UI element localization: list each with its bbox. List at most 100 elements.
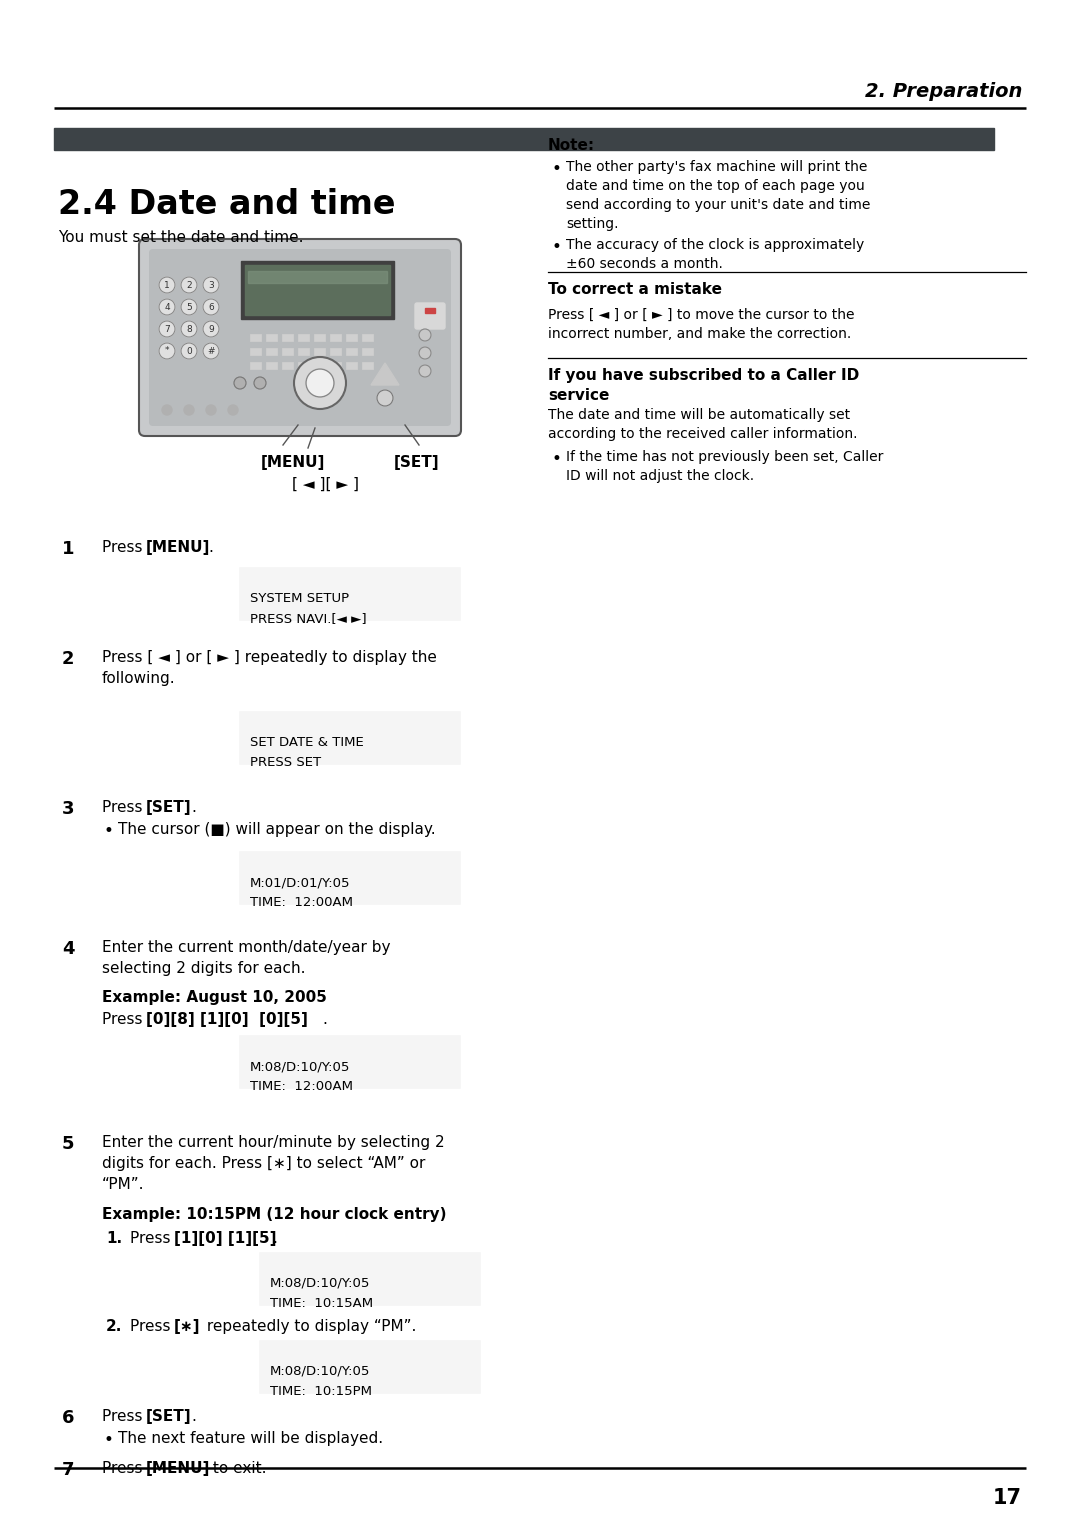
Circle shape [162,405,172,416]
Circle shape [234,377,246,390]
Text: .: . [191,1409,195,1424]
Text: TIME:  12:00AM: TIME: 12:00AM [249,1080,353,1093]
Circle shape [159,321,175,338]
Text: 3: 3 [208,281,214,289]
Text: •: • [552,238,562,257]
Circle shape [203,321,219,338]
Bar [346,348,357,354]
Text: •: • [104,1432,113,1449]
Text: The cursor (■) will appear on the display.: The cursor (■) will appear on the displa… [118,822,435,837]
Text: 5: 5 [186,303,192,312]
Text: repeatedly to display “PM”.: repeatedly to display “PM”. [202,1319,417,1334]
Bar [266,335,276,341]
Text: SET DATE & TIME: SET DATE & TIME [249,736,364,749]
Text: 17: 17 [993,1488,1022,1508]
Text: Enter the current hour/minute by selecting 2
digits for each. Press [∗] to selec: Enter the current hour/minute by selecti… [102,1135,445,1192]
Circle shape [254,377,266,390]
Text: [MENU]: [MENU] [260,455,325,471]
Text: 1: 1 [62,539,75,558]
Text: [1][0] [1][5]: [1][0] [1][5] [174,1232,276,1245]
Text: •: • [552,160,562,177]
Bar [240,712,460,764]
Circle shape [306,368,334,397]
Text: Example: August 10, 2005: Example: August 10, 2005 [102,990,327,1005]
Text: [ ◄ ][ ► ]: [ ◄ ][ ► ] [292,477,359,492]
FancyBboxPatch shape [149,249,451,426]
FancyBboxPatch shape [415,303,445,329]
Circle shape [181,299,197,315]
Circle shape [419,329,431,341]
Text: M:01/D:01/Y:05: M:01/D:01/Y:05 [249,876,351,889]
Bar [362,335,373,341]
Text: 9: 9 [208,324,214,333]
Text: You must set the date and time.: You must set the date and time. [58,231,303,244]
Text: The other party's fax machine will print the
date and time on the top of each pa: The other party's fax machine will print… [566,160,870,231]
Bar [282,362,293,368]
Text: •: • [552,451,562,468]
Text: 6: 6 [208,303,214,312]
Text: [SET]: [SET] [146,801,191,814]
Text: TIME:  10:15PM: TIME: 10:15PM [270,1384,372,1398]
Text: If you have subscribed to a Caller ID
service: If you have subscribed to a Caller ID se… [548,368,860,403]
Bar [249,335,261,341]
Circle shape [419,347,431,359]
Bar [346,362,357,368]
Bar [245,264,390,315]
Text: •: • [104,822,113,840]
Bar [240,1036,460,1088]
Circle shape [228,405,238,416]
Bar [298,348,309,354]
Text: The accuracy of the clock is approximately
±60 seconds a month.: The accuracy of the clock is approximate… [566,238,864,270]
Text: Press: Press [102,1409,147,1424]
Text: 6: 6 [62,1409,75,1427]
Text: M:08/D:10/Y:05: M:08/D:10/Y:05 [270,1277,370,1290]
Polygon shape [372,364,399,385]
Text: *: * [165,347,170,356]
Text: 2: 2 [62,649,75,668]
Circle shape [159,342,175,359]
Bar [266,348,276,354]
Text: 1: 1 [164,281,170,289]
Text: PRESS SET: PRESS SET [249,756,321,769]
Circle shape [159,299,175,315]
Circle shape [203,342,219,359]
Text: .: . [191,801,195,814]
Bar [314,335,325,341]
Circle shape [203,299,219,315]
Text: [MENU]: [MENU] [146,539,211,555]
Text: 2: 2 [186,281,192,289]
Circle shape [181,321,197,338]
Bar [260,1253,480,1305]
Bar [240,853,460,905]
Bar [241,261,394,319]
Bar [314,362,325,368]
Text: 7: 7 [164,324,170,333]
Text: Press: Press [102,539,147,555]
Text: .: . [208,539,213,555]
Text: #: # [207,347,215,356]
Bar [346,335,357,341]
Text: 8: 8 [186,324,192,333]
Text: TIME:  10:15AM: TIME: 10:15AM [270,1297,373,1309]
Bar [298,335,309,341]
Bar [282,348,293,354]
Text: Press: Press [102,801,147,814]
Text: Press: Press [130,1232,175,1245]
Circle shape [294,358,346,410]
Bar [282,335,293,341]
Text: Press: Press [102,1012,147,1027]
Text: 4: 4 [62,940,75,958]
Bar [426,309,435,313]
Circle shape [377,390,393,406]
Text: .: . [272,1232,276,1245]
FancyBboxPatch shape [139,238,461,435]
Text: PRESS NAVI.[◄ ►]: PRESS NAVI.[◄ ►] [249,613,366,625]
Text: [∗]: [∗] [174,1319,201,1334]
Text: SYSTEM SETUP: SYSTEM SETUP [249,591,349,605]
Text: 2.: 2. [106,1319,122,1334]
Text: Press [ ◄ ] or [ ► ] to move the cursor to the
incorrect number, and make the co: Press [ ◄ ] or [ ► ] to move the cursor … [548,309,854,341]
Bar [330,348,341,354]
Bar [362,348,373,354]
Text: [0][8] [1][0]  [0][5]: [0][8] [1][0] [0][5] [146,1012,308,1027]
Text: Enter the current month/date/year by
selecting 2 digits for each.: Enter the current month/date/year by sel… [102,940,391,976]
